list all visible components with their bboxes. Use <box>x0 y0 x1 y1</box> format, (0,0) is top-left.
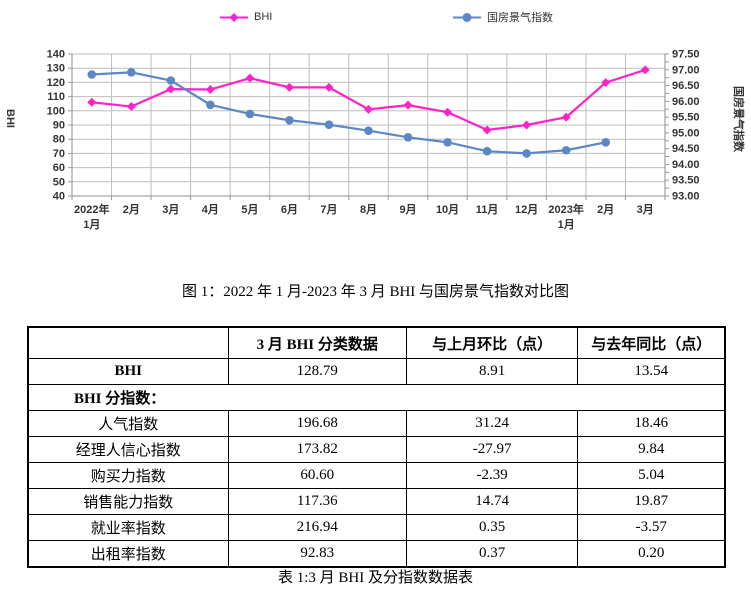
climate-line-marker-icon <box>453 12 481 22</box>
svg-text:1月: 1月 <box>558 218 575 231</box>
svg-text:12月: 12月 <box>515 203 538 216</box>
row-label: 销售能力指数 <box>27 488 229 515</box>
table-cell: 128.79 <box>227 358 407 385</box>
bhi-sub-index-table: 3 月 BHI 分类数据 与上月环比（点） 与去年同比（点） BHI 128.79 8.… <box>27 326 726 568</box>
table-row: 购买力指数 60.60 -2.39 5.04 <box>27 462 726 489</box>
table-cell: -27.97 <box>405 436 579 463</box>
table-cell: 14.74 <box>405 488 579 515</box>
svg-text:70: 70 <box>53 148 65 160</box>
svg-text:4月: 4月 <box>202 203 219 216</box>
legend-label-bhi: BHI <box>254 11 273 23</box>
svg-text:9月: 9月 <box>399 203 416 216</box>
svg-text:1月: 1月 <box>83 218 100 231</box>
table-cell: 9.84 <box>577 436 726 463</box>
svg-text:130: 130 <box>47 63 65 75</box>
svg-text:7月: 7月 <box>320 203 337 216</box>
table-cell: 117.36 <box>227 488 407 515</box>
left-axis-title: BHI <box>4 109 16 128</box>
legend-item-bhi: BHI <box>219 10 272 24</box>
table-row: BHI 分指数： <box>27 384 726 411</box>
svg-text:2022年: 2022年 <box>74 202 109 216</box>
table-row: 出租率指数 92.83 0.37 0.20 <box>27 540 726 568</box>
table-row: 就业率指数 216.94 0.35 -3.57 <box>27 514 726 541</box>
table-cell: 8.91 <box>405 358 579 385</box>
table-cell: 0.37 <box>405 540 579 568</box>
svg-text:95.00: 95.00 <box>672 127 700 139</box>
series-国房景气指数 <box>87 68 610 158</box>
svg-text:2月: 2月 <box>123 203 140 216</box>
svg-text:97.00: 97.00 <box>672 64 700 76</box>
row-label: 就业率指数 <box>27 514 229 541</box>
row-label: 购买力指数 <box>27 462 229 489</box>
table-header-cell-1: 3 月 BHI 分类数据 <box>227 326 407 359</box>
svg-text:100: 100 <box>47 105 65 117</box>
svg-text:97.50: 97.50 <box>672 49 700 61</box>
svg-text:96.00: 96.00 <box>672 96 700 108</box>
svg-text:96.50: 96.50 <box>672 80 700 92</box>
svg-text:120: 120 <box>47 77 65 89</box>
svg-text:40: 40 <box>53 191 65 203</box>
svg-text:93.50: 93.50 <box>672 175 700 187</box>
table-cell: 60.60 <box>227 462 407 489</box>
svg-text:93.00: 93.00 <box>672 191 700 203</box>
svg-text:2月: 2月 <box>597 203 614 216</box>
table-row: 经理人信心指数 173.82 -27.97 9.84 <box>27 436 726 463</box>
table-cell: 18.46 <box>577 410 726 437</box>
svg-text:94.50: 94.50 <box>672 143 700 155</box>
svg-text:8月: 8月 <box>360 203 377 216</box>
bhi-comparison-chart: BHI 国房景气指数 .tick{font:bold 11px "Liberat… <box>0 0 751 240</box>
row-label: 经理人信心指数 <box>27 436 229 463</box>
svg-text:50: 50 <box>53 176 65 188</box>
table-row: 人气指数 196.68 31.24 18.46 <box>27 410 726 437</box>
table-cell: 92.83 <box>227 540 407 568</box>
row-label: BHI 分指数： <box>27 384 726 411</box>
table-header-cell-0 <box>27 326 229 359</box>
svg-text:90: 90 <box>53 120 65 132</box>
table-caption: 表 1:3 月 BHI 及分指数数据表 <box>277 570 473 586</box>
svg-text:5月: 5月 <box>241 203 258 216</box>
legend-item-climate-index: 国房景气指数 <box>452 10 553 24</box>
table-cell: 0.20 <box>577 540 726 568</box>
table-header-cell-3: 与去年同比（点） <box>577 326 726 359</box>
table-header-cell-2: 与上月环比（点） <box>405 326 579 359</box>
right-axis-title: 国房景气指数 <box>732 86 744 152</box>
svg-text:140: 140 <box>47 49 65 61</box>
row-label: BHI <box>27 358 229 385</box>
table-cell: 19.87 <box>577 488 726 515</box>
row-label: 出租率指数 <box>27 540 229 568</box>
series-BHI <box>87 65 650 135</box>
svg-text:3月: 3月 <box>162 203 179 216</box>
table-cell: 5.04 <box>577 462 726 489</box>
table-cell: 216.94 <box>227 514 407 541</box>
row-label: 人气指数 <box>27 410 229 437</box>
table-header-row: 3 月 BHI 分类数据 与上月环比（点） 与去年同比（点） <box>27 326 726 359</box>
svg-text:110: 110 <box>47 91 65 103</box>
table-cell: 173.82 <box>227 436 407 463</box>
svg-text:3月: 3月 <box>637 203 654 216</box>
table-cell: -3.57 <box>577 514 726 541</box>
svg-text:2023年: 2023年 <box>548 202 583 216</box>
svg-text:60: 60 <box>53 162 65 174</box>
table-cell: -2.39 <box>405 462 579 489</box>
figure-caption: 图 1：2022 年 1 月-2023 年 3 月 BHI 与国房景气指数对比图 <box>181 284 570 300</box>
table-cell: 0.35 <box>405 514 579 541</box>
table-cell: 13.54 <box>577 358 726 385</box>
bhi-line-marker-icon <box>220 12 248 22</box>
svg-text:94.00: 94.00 <box>672 159 700 171</box>
table-row: 销售能力指数 117.36 14.74 19.87 <box>27 488 726 515</box>
table-cell: 196.68 <box>227 410 407 437</box>
svg-text:10月: 10月 <box>436 203 459 216</box>
svg-text:6月: 6月 <box>281 203 298 216</box>
table-cell: 31.24 <box>405 410 579 437</box>
svg-text:95.50: 95.50 <box>672 112 700 124</box>
line-chart-plot: .tick{font:bold 11px "Liberation Sans",s… <box>47 49 700 232</box>
legend-label-climate-index: 国房景气指数 <box>487 12 553 24</box>
table-row: BHI 128.79 8.91 13.54 <box>27 358 726 385</box>
svg-text:11月: 11月 <box>476 203 499 216</box>
svg-text:80: 80 <box>53 134 65 146</box>
